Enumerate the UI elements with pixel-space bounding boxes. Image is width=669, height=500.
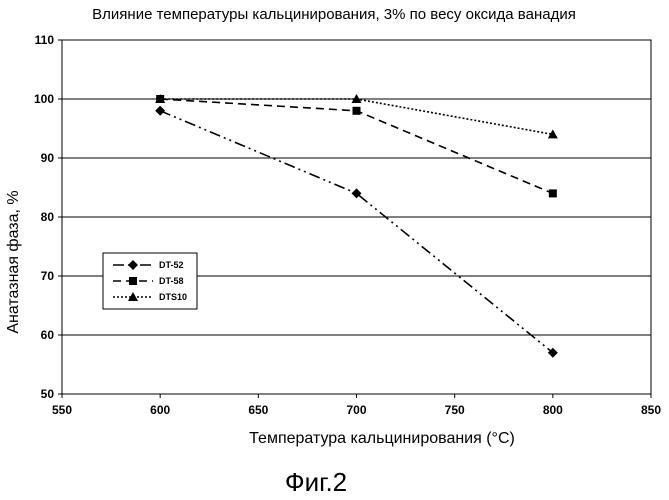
- y-axis-label: Анатазная фаза, %: [5, 190, 22, 333]
- x-tick-label: 850: [641, 403, 661, 417]
- data-point-dt-52: [155, 106, 165, 116]
- x-tick-label: 650: [248, 403, 268, 417]
- x-tick-label: 600: [150, 403, 170, 417]
- series-group: [155, 94, 558, 358]
- x-tick-label: 750: [445, 403, 465, 417]
- series-line-dt-52: [160, 111, 553, 353]
- x-tick-label: 700: [346, 403, 366, 417]
- x-axis-label: Температура кальцинирования (°C): [249, 430, 515, 447]
- data-point-dt-58: [549, 189, 557, 197]
- y-tick-label: 50: [41, 387, 55, 401]
- legend-marker-dt-58: [129, 277, 137, 285]
- data-point-dt-58: [353, 107, 361, 115]
- y-tick-label: 60: [41, 328, 55, 342]
- chart-title: Влияние температуры кальцинирования, 3% …: [92, 6, 576, 23]
- legend-label-dt-58: DT-58: [159, 276, 184, 286]
- y-axis-ticks: 50 60 70 80 90 100 110: [34, 33, 62, 401]
- legend: DT-52 DT-58 DTS10: [103, 253, 197, 309]
- figure-caption: Фиг.2: [285, 467, 347, 497]
- legend-label-dts10: DTS10: [159, 292, 187, 302]
- x-tick-label: 800: [543, 403, 563, 417]
- legend-label-dt-52: DT-52: [159, 260, 184, 270]
- y-tick-label: 100: [34, 92, 54, 106]
- y-tick-label: 90: [41, 151, 55, 165]
- y-tick-label: 70: [41, 269, 55, 283]
- y-tick-label: 80: [41, 210, 55, 224]
- x-tick-label: 550: [52, 403, 72, 417]
- series-line-dts10: [160, 99, 553, 134]
- x-axis-ticks: 550 600 650 700 750 800 850: [52, 394, 661, 417]
- y-tick-label: 110: [35, 33, 55, 47]
